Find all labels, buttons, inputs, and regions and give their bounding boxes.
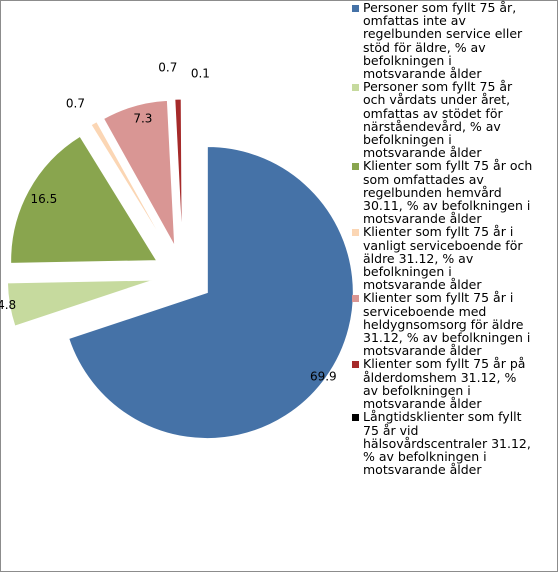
legend-item-4: Klienter som fyllt 75 år i vanligt servi… — [352, 225, 552, 291]
legend: Personer som fyllt 75 år, omfattas inte … — [352, 1, 552, 476]
slice-label-7: 0.1 — [191, 67, 210, 81]
legend-item-7: Långtidsklienter som fyllt 75 år vid häl… — [352, 410, 552, 476]
legend-label-1: Personer som fyllt 75 år, omfattas inte … — [363, 0, 523, 82]
legend-item-3: Klienter som fyllt 75 år och som omfatta… — [352, 159, 552, 225]
pie-slice-1 — [68, 146, 354, 440]
pie-slice-3 — [10, 135, 158, 264]
pie-slice-2 — [6, 279, 154, 327]
slice-label-6: 0.7 — [158, 60, 177, 74]
legend-item-2: Personer som fyllt 75 år och vårdats und… — [352, 80, 552, 159]
legend-label-3: Klienter som fyllt 75 år och som omfatta… — [363, 158, 533, 227]
pie-slice-5 — [102, 99, 176, 247]
pie-slice-7 — [181, 98, 184, 246]
legend-label-7: Långtidsklienter som fyllt 75 år vid häl… — [363, 409, 531, 478]
pie-slice-6 — [174, 98, 183, 246]
legend-swatch-6 — [352, 361, 359, 369]
legend-item-6: Klienter som fyllt 75 år på ålderdomshem… — [352, 357, 552, 410]
legend-label-4: Klienter som fyllt 75 år i vanligt servi… — [363, 224, 523, 293]
legend-item-1: Personer som fyllt 75 år, omfattas inte … — [352, 1, 552, 80]
legend-label-6: Klienter som fyllt 75 år på ålderdomshem… — [363, 356, 526, 412]
slice-label-3: 16.5 — [31, 192, 58, 206]
slice-label-1: 69.9 — [310, 369, 337, 383]
legend-label-2: Personer som fyllt 75 år och vårdats und… — [363, 79, 513, 161]
legend-swatch-4 — [352, 229, 359, 237]
legend-swatch-3 — [352, 163, 359, 171]
legend-swatch-7 — [352, 414, 359, 422]
slice-label-2: 4.8 — [0, 298, 16, 312]
legend-label-5: Klienter som fyllt 75 år i serviceboende… — [363, 290, 531, 359]
legend-swatch-1 — [352, 5, 359, 12]
legend-item-5: Klienter som fyllt 75 år i serviceboende… — [352, 291, 552, 357]
slice-label-5: 7.3 — [133, 112, 152, 126]
legend-swatch-2 — [352, 84, 359, 92]
slice-label-4: 0.7 — [66, 97, 85, 111]
legend-swatch-5 — [352, 295, 359, 303]
pie-slice-4 — [90, 120, 169, 250]
